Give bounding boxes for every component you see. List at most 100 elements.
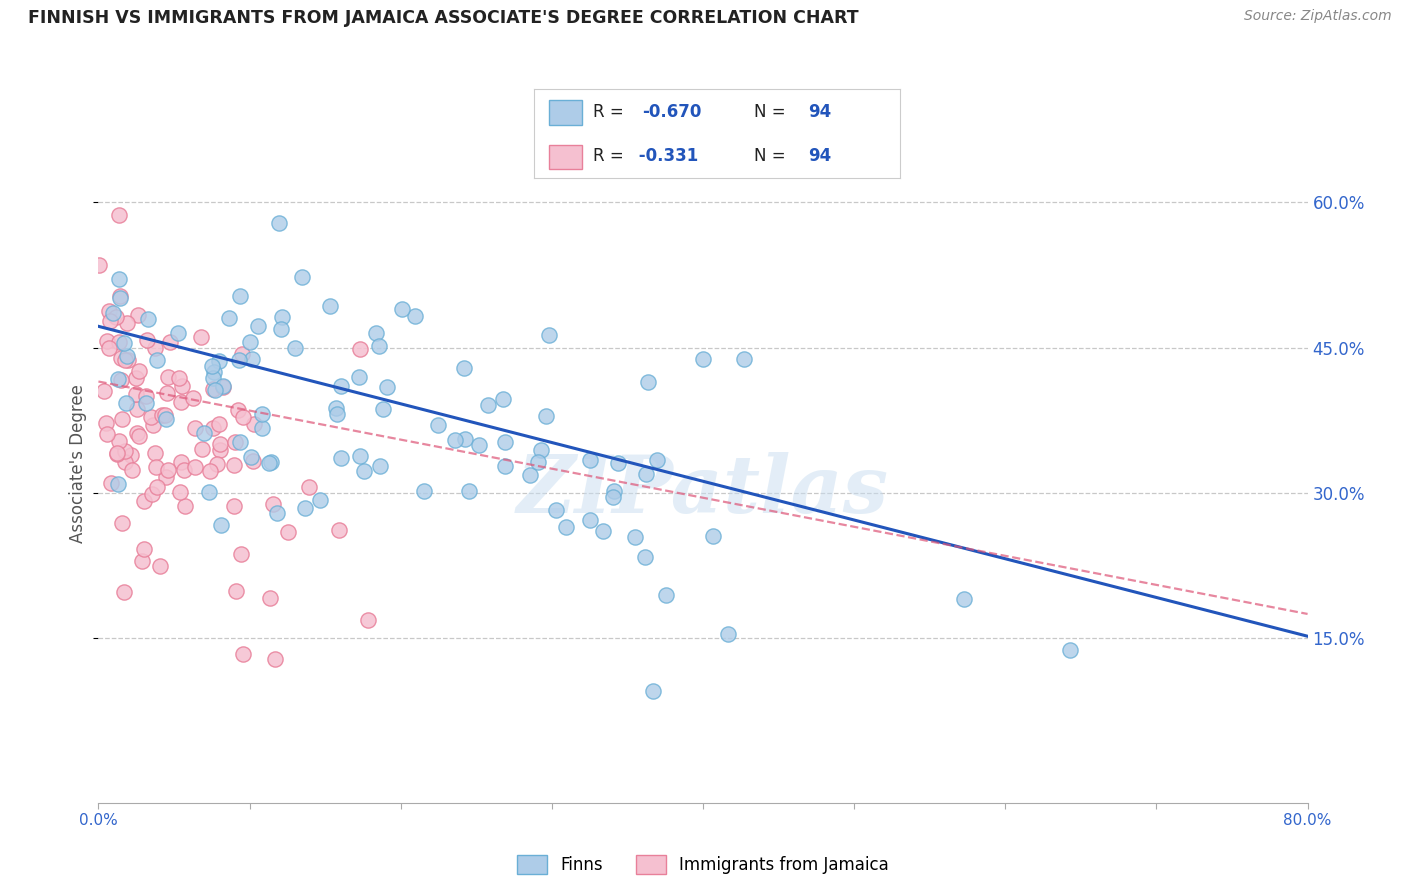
Point [222, 499, 245, 513]
Point [494, 434, 516, 449]
Point [132, 542, 155, 557]
Point [270, 322, 292, 336]
FancyBboxPatch shape [548, 145, 582, 169]
Point [952, 592, 974, 607]
Point [519, 467, 541, 482]
Point [111, 411, 134, 425]
Text: R =: R = [593, 147, 628, 165]
Point [101, 306, 124, 320]
Point [155, 411, 177, 425]
Point [645, 452, 668, 467]
Point [692, 351, 714, 366]
Point [145, 460, 167, 475]
Point [184, 459, 207, 474]
Point [641, 684, 664, 698]
Text: -0.670: -0.670 [643, 103, 702, 121]
Point [262, 497, 284, 511]
Y-axis label: Associate's Degree: Associate's Degree [69, 384, 87, 543]
Text: N =: N = [754, 103, 790, 121]
Point [623, 530, 645, 544]
Point [224, 434, 246, 449]
Point [114, 444, 136, 458]
Point [370, 458, 392, 473]
Text: FINNISH VS IMMIGRANTS FROM JAMAICA ASSOCIATE'S DEGREE CORRELATION CHART: FINNISH VS IMMIGRANTS FROM JAMAICA ASSOC… [28, 9, 859, 27]
Point [367, 338, 389, 352]
Point [117, 353, 139, 368]
Point [170, 378, 193, 392]
Point [128, 364, 150, 378]
Point [153, 408, 176, 422]
Point [326, 408, 349, 422]
Point [308, 492, 330, 507]
Point [444, 433, 467, 447]
Point [654, 588, 676, 602]
Point [209, 442, 232, 457]
Point [1059, 642, 1081, 657]
Point [167, 370, 190, 384]
Point [240, 450, 263, 464]
Point [492, 392, 515, 407]
Point [201, 359, 224, 373]
Point [229, 435, 252, 450]
Point [209, 517, 232, 532]
Text: R =: R = [593, 103, 628, 121]
Point [150, 408, 173, 422]
Point [232, 647, 254, 661]
Point [97, 303, 120, 318]
Point [156, 370, 179, 384]
Point [242, 454, 264, 468]
Point [114, 352, 136, 367]
Point [149, 559, 172, 574]
Point [250, 421, 273, 435]
Point [136, 333, 159, 347]
Point [198, 464, 221, 478]
Point [264, 652, 287, 666]
Point [193, 425, 215, 440]
Point [555, 520, 578, 534]
Point [208, 417, 231, 432]
Point [284, 342, 307, 356]
Point [702, 529, 724, 543]
Point [579, 453, 602, 467]
Point [115, 316, 138, 330]
Point [93, 384, 115, 398]
Point [201, 382, 224, 396]
Point [349, 342, 371, 356]
Point [202, 366, 225, 380]
Point [364, 326, 387, 341]
Point [637, 375, 659, 389]
Text: 94: 94 [808, 147, 832, 165]
Point [530, 442, 553, 457]
Point [155, 469, 177, 483]
Point [142, 417, 165, 432]
Point [457, 484, 479, 499]
Legend: Finns, Immigrants from Jamaica: Finns, Immigrants from Jamaica [509, 847, 897, 882]
Point [112, 335, 135, 350]
Point [131, 553, 153, 567]
Point [427, 417, 450, 432]
Point [267, 215, 290, 229]
Point [373, 401, 395, 416]
Point [477, 398, 499, 412]
Point [108, 434, 131, 449]
Point [298, 480, 321, 494]
Point [634, 549, 657, 564]
Point [544, 502, 567, 516]
Point [96, 334, 118, 348]
Point [97, 341, 120, 355]
Point [117, 349, 139, 363]
Point [100, 475, 122, 490]
Point [259, 591, 281, 605]
Point [204, 384, 226, 398]
Point [202, 371, 225, 385]
Point [634, 467, 657, 482]
Text: Source: ZipAtlas.com: Source: ZipAtlas.com [1244, 9, 1392, 23]
Point [218, 311, 240, 326]
Point [592, 524, 614, 538]
Point [136, 312, 159, 326]
Point [134, 494, 156, 508]
Point [135, 395, 157, 409]
Point [174, 499, 197, 513]
Point [534, 409, 557, 423]
Point [243, 417, 266, 431]
